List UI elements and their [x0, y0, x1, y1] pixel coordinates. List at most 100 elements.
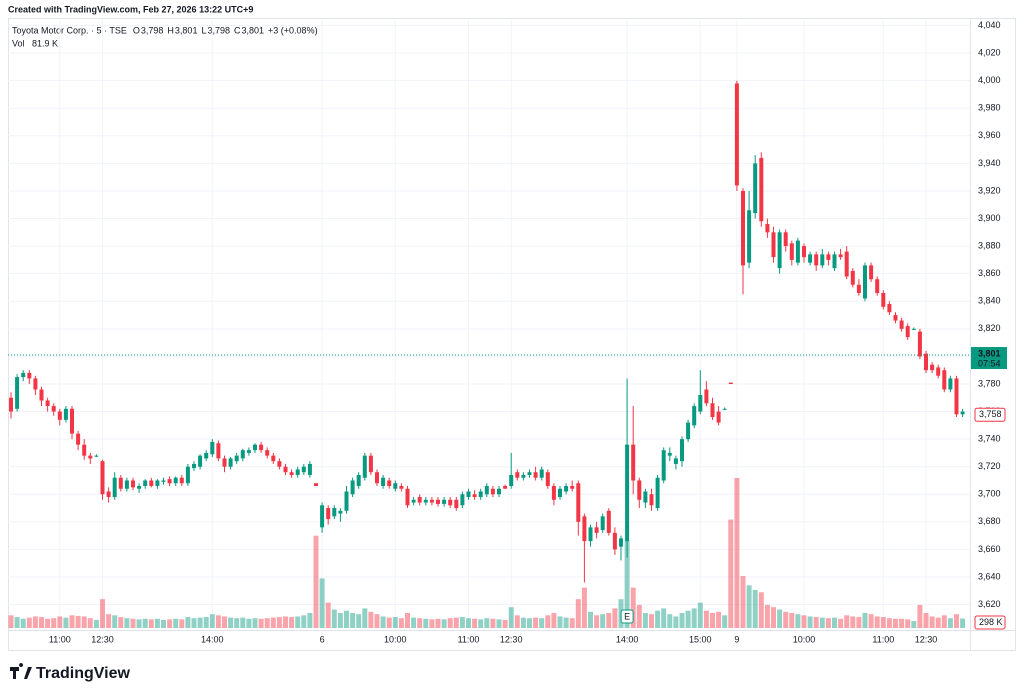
candle-body — [539, 469, 544, 478]
candle-body — [271, 455, 276, 462]
volume-bar — [319, 578, 325, 628]
volume-bar — [63, 617, 69, 628]
volume-bar — [880, 617, 886, 628]
volume-bar — [362, 608, 368, 628]
volume-bar — [764, 604, 770, 628]
volume-bar — [923, 613, 929, 628]
volume-bar — [264, 618, 270, 628]
volume-bar — [899, 618, 905, 628]
candle-body — [588, 527, 593, 542]
volume-bar — [935, 617, 941, 628]
candle-body — [63, 408, 68, 420]
y-tick-label: 3,880 — [978, 240, 1001, 250]
candle-body — [649, 494, 654, 506]
volume-bar — [569, 618, 575, 628]
x-tick-label: 9 — [734, 634, 739, 644]
volume-bar — [191, 618, 197, 628]
volume-bar — [57, 616, 63, 628]
candle-body — [429, 499, 434, 503]
candle-body — [356, 474, 361, 486]
candle-body — [661, 450, 666, 481]
legend-value: 3,798 — [207, 25, 230, 35]
volume-bar — [252, 618, 258, 628]
volume-bar — [368, 611, 374, 628]
candle-body — [387, 480, 392, 486]
y-tick-label: 3,780 — [978, 378, 1001, 388]
volume-bar — [789, 613, 795, 628]
candle-body — [338, 510, 343, 514]
candle-body — [27, 372, 32, 379]
candle-body — [88, 455, 93, 459]
volume-bar — [203, 617, 209, 628]
candle-body — [448, 499, 453, 506]
volume-bar — [142, 618, 148, 628]
candle-body — [405, 488, 410, 506]
volume-bar — [514, 615, 520, 628]
volume-bar — [429, 619, 435, 628]
volume-bar — [197, 617, 203, 628]
candle-body — [594, 527, 599, 533]
candle-body — [301, 466, 306, 473]
candle-body — [655, 477, 660, 509]
volume-bar — [380, 616, 386, 628]
volume-bar — [179, 619, 185, 628]
volume-bar — [740, 576, 746, 628]
volume-bar — [246, 618, 252, 628]
volume-bar — [392, 617, 398, 628]
candle-body — [216, 443, 221, 459]
volume-bar — [874, 616, 880, 628]
legend: Toyota Motor Corp. · 5 · TSE O 3,798 H 3,801… — [12, 25, 318, 48]
candle-body — [887, 304, 892, 313]
candle-body — [454, 499, 459, 509]
legend-value: 3,801 — [175, 25, 198, 35]
volume-bar — [594, 615, 600, 628]
candle-body — [582, 516, 587, 542]
volume-bar — [838, 618, 844, 628]
volume-bar — [606, 613, 612, 628]
volume-bar — [283, 616, 288, 628]
volume-bar — [710, 613, 715, 628]
volume-bar — [508, 607, 514, 628]
candle-body — [15, 377, 20, 409]
candle-body — [850, 270, 855, 285]
volume-bar — [435, 618, 441, 628]
volume-bar — [777, 609, 783, 628]
logo-icon — [10, 663, 32, 679]
candle-body — [106, 491, 111, 498]
candle-body — [155, 480, 160, 486]
volume-bar — [307, 613, 313, 628]
volume-bar — [20, 618, 26, 628]
candle-body — [704, 389, 709, 404]
volume-bar — [490, 618, 496, 628]
volume-bar — [325, 602, 331, 628]
candle-body — [240, 450, 245, 459]
event-marker — [620, 609, 634, 624]
volume-bar — [691, 608, 697, 628]
candle-body — [9, 397, 13, 412]
candle-body — [673, 458, 678, 464]
candle-body — [490, 488, 495, 495]
candle-body — [289, 472, 294, 475]
y-tick-label: 3,960 — [978, 130, 1001, 140]
candle-body — [545, 472, 550, 486]
candle-body — [362, 455, 367, 478]
candle-body — [631, 444, 636, 481]
y-tick-label: 3,840 — [978, 296, 1001, 306]
candle-body — [466, 491, 471, 498]
candle-body — [917, 331, 922, 357]
candle-body — [905, 326, 910, 338]
x-tick-label: 12:30 — [915, 634, 938, 644]
volume-bar — [447, 618, 453, 628]
candle-body — [765, 224, 770, 233]
candle-body — [460, 494, 465, 506]
volume-bar — [886, 618, 892, 628]
candle-body — [94, 455, 99, 457]
volume-bar — [893, 618, 898, 628]
candle-body — [759, 157, 764, 222]
candle-body — [381, 477, 386, 486]
candle-body — [234, 455, 239, 462]
grid — [8, 20, 970, 628]
candle-body — [442, 499, 447, 504]
candle-body — [802, 246, 806, 258]
volume-axis-label: 298 K — [979, 617, 1003, 627]
